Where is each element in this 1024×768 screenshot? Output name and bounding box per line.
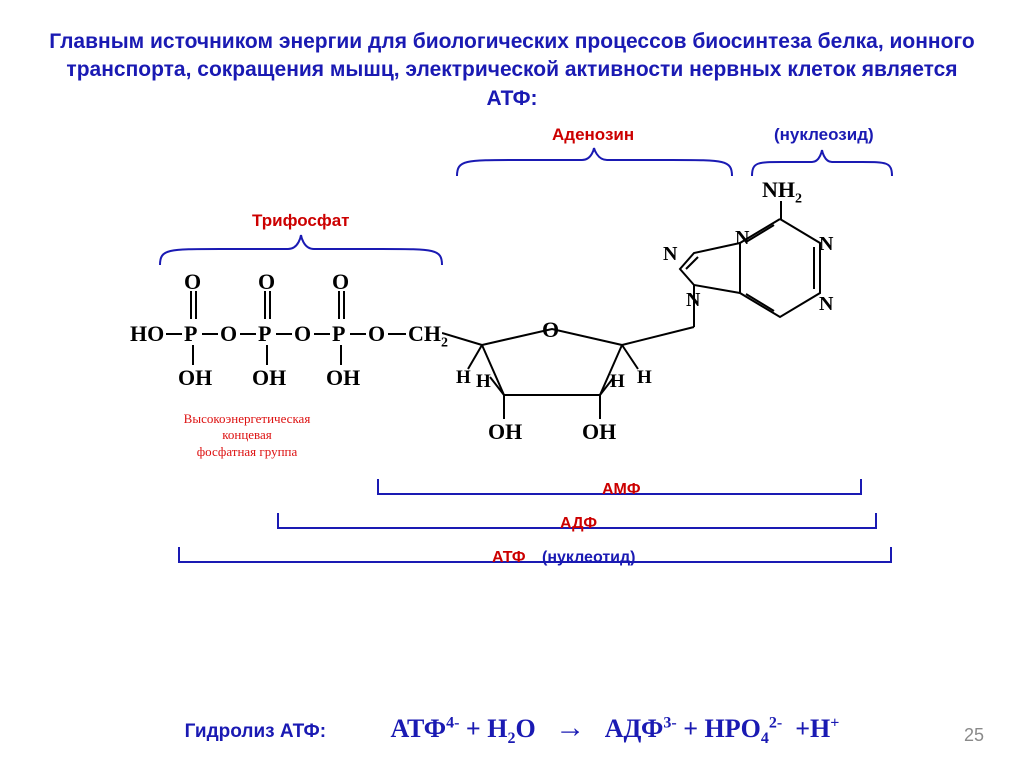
oh-atom: OH [252,365,286,391]
h-atom: H [476,371,491,393]
n-atom: N [663,243,677,266]
hydrolysis-equation: АТФ4- + H2O → АДФ3- + HPO42- +H+ [391,714,840,743]
high-energy-note: Высокоэнергетическая концевая фосфатная … [152,411,342,460]
n-atom: N [686,289,700,312]
nucleoside-brace [752,148,892,178]
o-atom: O [220,321,237,347]
nucleotide-label: (нуклеотид) [542,549,635,567]
o-atom: O [332,269,349,295]
bond [192,345,194,365]
h-atom: H [610,371,625,393]
o-atom: O [258,269,275,295]
slide-number: 25 [964,725,984,746]
bond [240,333,256,335]
bond [314,333,330,335]
n-atom: N [735,227,749,250]
bond [388,333,406,335]
atp-label: АТФ [492,549,526,567]
bond [166,333,182,335]
h-atom: H [637,367,652,389]
oh-atom: OH [488,419,522,445]
bond [340,345,342,365]
o-atom: O [368,321,385,347]
p-atom: P [258,321,271,347]
triphosphate-label: Трифосфат [252,211,350,231]
o-atom: O [184,269,201,295]
bond [266,345,268,365]
nh2-atom: NH2 [762,177,802,207]
nucleoside-label: (нуклеозид) [774,125,874,145]
adp-label: АДФ [560,515,597,533]
atp-bracket [178,545,892,563]
bond [276,333,292,335]
o-ring-atom: O [542,317,559,343]
n-atom: N [819,233,833,256]
p-atom: P [332,321,345,347]
bond [202,333,218,335]
bond [350,333,366,335]
hydrolysis-row: Гидролиз АТФ: АТФ4- + H2O → АДФ3- + HPO4… [0,711,1024,748]
oh-atom: OH [178,365,212,391]
o-atom: O [294,321,311,347]
p-atom: P [184,321,197,347]
hydrolysis-label: Гидролиз АТФ: [185,721,326,742]
oh-atom: OH [582,419,616,445]
adenosine-label: Аденозин [552,125,634,145]
ho-atom: HO [130,321,164,347]
adenosine-brace [457,148,732,178]
oh-atom: OH [326,365,360,391]
page-title: Главным источником энергии для биологиче… [0,0,1024,123]
n-atom: N [819,293,833,316]
amp-label: АМФ [602,481,641,499]
atp-diagram: Аденозин (нуклеозид) Трифосфат NH2 N N N… [62,123,962,573]
triphosphate-brace [160,233,442,267]
h-atom: H [456,367,471,389]
